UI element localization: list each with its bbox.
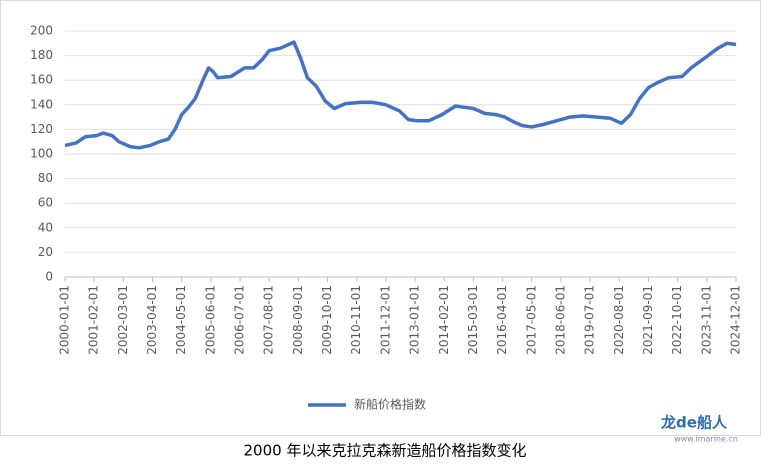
y-tick-label: 0 [45,270,53,284]
x-tick-label: 2013-01-01 [408,285,422,355]
y-tick-label: 100 [30,147,53,161]
watermark-url: www.imarine.cn [674,435,738,444]
x-tick-label: 2020-08-01 [612,285,626,355]
y-tick-label: 60 [38,196,53,210]
y-tick-label: 80 [38,171,53,185]
y-tick-label: 40 [38,220,53,234]
y-tick-label: 200 [30,24,53,38]
x-tick-label: 2004-05-01 [174,285,188,355]
x-tick-label: 2015-03-01 [466,285,480,355]
x-tick-label: 2018-06-01 [553,285,567,355]
x-tick-label: 2007-08-01 [262,285,276,355]
x-tick-label: 2011-12-01 [378,285,392,355]
x-tick-label: 2002-03-01 [116,285,130,355]
x-tick-label: 2023-11-01 [699,285,713,355]
chart-frame [0,0,761,436]
y-tick-label: 140 [30,97,53,111]
x-tick-label: 2001-02-01 [87,285,101,355]
y-tick-label: 20 [38,245,53,259]
x-tick-label: 2021-09-01 [641,285,655,355]
legend-label: 新船价格指数 [354,397,426,412]
x-tick-label: 2017-05-01 [524,285,538,355]
x-tick-label: 2010-11-01 [349,285,363,355]
x-tick-label: 2019-07-01 [583,285,597,355]
x-tick-label: 2000-01-01 [58,285,72,355]
y-tick-label: 120 [30,122,53,136]
chart-title: 2000 年以来克拉克森新造船价格指数变化 [244,442,527,460]
x-tick-label: 2016-04-01 [495,285,509,355]
x-tick-label: 2014-02-01 [437,285,451,355]
x-tick-label: 2003-04-01 [145,285,159,355]
watermark-logo: 龙de船人 [660,414,728,432]
y-tick-label: 180 [30,48,53,62]
x-tick-label: 2024-12-01 [729,285,743,355]
x-tick-label: 2009-10-01 [320,285,334,355]
x-tick-label: 2005-06-01 [203,285,217,355]
x-tick-label: 2006-07-01 [233,285,247,355]
x-tick-label: 2022-10-01 [670,285,684,355]
data-line [64,40,737,150]
y-tick-label: 160 [30,73,53,87]
x-tick-label: 2008-09-01 [291,285,305,355]
